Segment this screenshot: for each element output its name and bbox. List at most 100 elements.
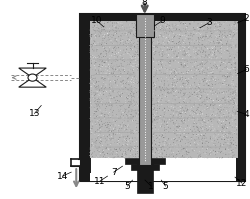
Point bbox=[217, 45, 221, 48]
Point bbox=[208, 52, 212, 56]
Point bbox=[90, 119, 94, 123]
Point bbox=[154, 80, 158, 83]
Point bbox=[136, 25, 140, 28]
Point bbox=[173, 69, 177, 73]
Point bbox=[208, 136, 212, 139]
Point bbox=[234, 30, 238, 33]
Point bbox=[98, 31, 102, 34]
Point bbox=[172, 42, 176, 45]
Point bbox=[192, 117, 196, 120]
Point bbox=[129, 47, 133, 50]
Point bbox=[166, 84, 170, 87]
Point bbox=[152, 115, 156, 118]
Point bbox=[194, 142, 198, 146]
Point bbox=[223, 106, 227, 109]
Point bbox=[119, 105, 123, 108]
Point bbox=[116, 23, 120, 26]
Point bbox=[93, 84, 97, 88]
Point bbox=[214, 98, 218, 101]
Point bbox=[153, 67, 157, 70]
Point bbox=[113, 21, 117, 25]
Point bbox=[100, 146, 104, 149]
Point bbox=[230, 130, 234, 133]
Point bbox=[112, 132, 116, 136]
Point bbox=[187, 156, 191, 159]
Point bbox=[104, 85, 108, 88]
Point bbox=[90, 145, 94, 148]
Point bbox=[112, 46, 116, 49]
Point bbox=[200, 80, 203, 83]
Point bbox=[221, 138, 225, 141]
Point bbox=[218, 59, 222, 62]
Point bbox=[122, 151, 126, 154]
Point bbox=[172, 137, 176, 140]
Point bbox=[175, 145, 179, 148]
Point bbox=[194, 125, 198, 129]
Point bbox=[222, 47, 226, 51]
Point bbox=[207, 119, 211, 122]
Point bbox=[111, 136, 115, 139]
Point bbox=[203, 23, 207, 27]
Point bbox=[200, 137, 204, 140]
Point bbox=[232, 23, 236, 26]
Point bbox=[201, 54, 205, 57]
Point bbox=[112, 120, 116, 123]
Point bbox=[204, 80, 208, 83]
Point bbox=[130, 22, 134, 25]
Point bbox=[211, 101, 215, 104]
Point bbox=[192, 21, 196, 24]
Point bbox=[208, 146, 212, 149]
Point bbox=[175, 119, 179, 122]
Point bbox=[100, 140, 103, 143]
Point bbox=[129, 103, 133, 106]
Point bbox=[201, 44, 205, 47]
Point bbox=[119, 114, 123, 118]
Point bbox=[152, 58, 156, 61]
Point bbox=[207, 66, 211, 69]
Point bbox=[167, 40, 171, 43]
Point bbox=[130, 62, 134, 65]
Point bbox=[97, 131, 101, 134]
Point bbox=[197, 93, 201, 96]
Point bbox=[213, 150, 217, 153]
Point bbox=[181, 73, 185, 76]
Point bbox=[218, 107, 222, 110]
Point bbox=[176, 78, 180, 81]
Point bbox=[156, 44, 160, 47]
Point bbox=[151, 67, 155, 70]
Point bbox=[200, 118, 204, 121]
Point bbox=[219, 106, 223, 109]
Point bbox=[190, 20, 194, 23]
Point bbox=[230, 27, 234, 30]
Point bbox=[230, 36, 234, 40]
Point bbox=[153, 49, 157, 52]
Point bbox=[93, 110, 97, 113]
Point bbox=[214, 47, 218, 51]
Point bbox=[119, 57, 123, 60]
Point bbox=[120, 22, 124, 25]
Point bbox=[187, 42, 191, 45]
Point bbox=[103, 102, 107, 106]
Point bbox=[205, 129, 209, 132]
Point bbox=[232, 25, 236, 28]
Point bbox=[235, 62, 239, 65]
Point bbox=[136, 47, 140, 50]
Point bbox=[110, 135, 114, 138]
Point bbox=[191, 68, 195, 71]
Point bbox=[186, 34, 190, 38]
Point bbox=[114, 40, 118, 43]
Point bbox=[117, 69, 121, 72]
Point bbox=[94, 124, 98, 127]
Point bbox=[94, 140, 98, 143]
Point bbox=[198, 72, 202, 75]
Point bbox=[130, 137, 134, 140]
Point bbox=[187, 95, 191, 98]
Point bbox=[206, 112, 210, 115]
Point bbox=[92, 74, 96, 77]
Point bbox=[203, 126, 207, 129]
Point bbox=[198, 121, 202, 124]
Point bbox=[155, 147, 159, 150]
Point bbox=[164, 26, 168, 29]
Point bbox=[136, 20, 140, 24]
Point bbox=[109, 116, 113, 119]
